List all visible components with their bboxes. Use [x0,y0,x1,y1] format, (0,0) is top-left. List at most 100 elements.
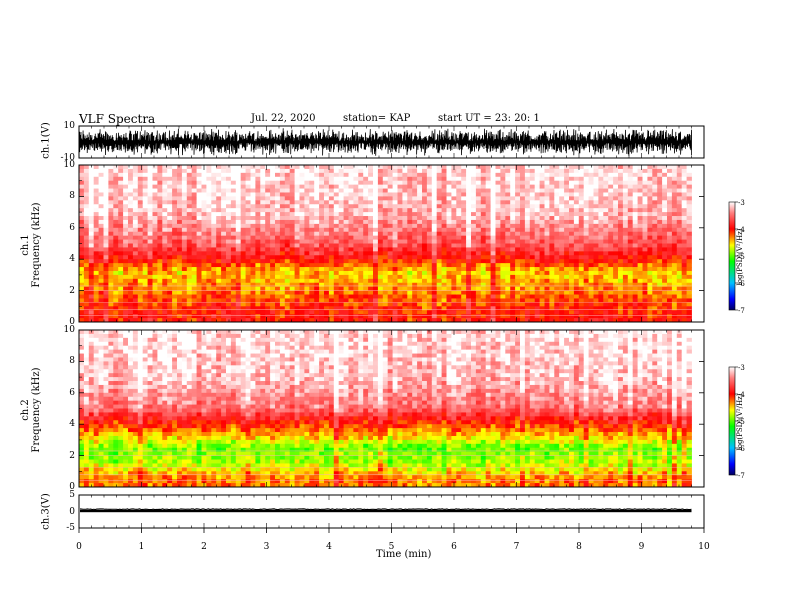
spectrogram-cell [240,270,246,276]
spectrogram-cell [598,172,604,178]
spectrogram-cell [632,239,638,244]
spectrogram-cell [461,239,467,244]
spectrogram-cell [279,302,286,307]
spectrogram-cell [573,196,580,201]
spectrogram-cell [216,219,222,225]
spectrogram-cell [88,227,95,233]
spectrogram-cell [529,294,536,299]
spectrogram-cell [417,298,423,303]
spectrogram-cell [142,196,148,201]
spectrogram-cell [98,200,104,205]
spectrogram-cell [475,212,482,217]
spectrogram-cell [132,302,139,307]
spectrogram-cell [402,251,408,256]
spectrogram-cell [475,251,482,256]
spectrogram-cell [299,255,305,260]
spectrogram-cell [83,294,90,299]
spectrogram-cell [436,267,442,272]
spectrogram-cell [402,306,408,311]
spectrogram-cell [142,176,148,182]
spectrogram-cell [613,227,619,233]
spectrogram-cell [495,310,501,315]
spectrogram-cell [177,223,183,229]
spectrogram-cell [407,227,413,233]
spectrogram-cell [613,302,619,307]
spectrogram-cell [441,168,447,174]
spectrogram-cell [103,223,109,229]
spectrogram-cell [314,180,320,186]
spectrogram-cell [245,286,251,292]
spectrogram-cell [534,259,540,264]
spectrogram-cell [142,302,148,307]
spectrogram-cell [319,168,325,174]
spectrogram-cell [667,267,673,272]
spectrogram-cell [167,223,173,229]
spectrogram-cell [221,204,227,209]
spectrogram-cell [132,216,139,221]
spectrogram-cell [279,247,286,252]
spectrogram-cell [559,278,565,284]
spectrogram-cell [157,235,163,240]
spectrogram-cell [456,270,462,276]
spectrogram-cell [83,219,90,225]
spectrogram-cell [314,255,320,260]
spectrogram-cell [348,239,354,244]
spectrogram-cell [426,290,433,295]
spectrogram-cell [436,318,442,323]
spectrogram-cell [250,247,256,252]
spectrogram-cell [441,172,447,178]
spectrogram-cell [348,302,354,307]
spectrogram-cell [446,302,452,307]
spectrogram-cell [392,310,398,315]
spectrogram-cell [338,192,344,197]
spectrogram-cell [270,274,276,280]
spectrogram-cell [382,168,389,174]
spectrogram-cell [451,168,457,174]
spectrogram-cell [167,318,173,323]
spectrogram-cell [505,243,511,248]
spectrogram-cell [157,176,163,182]
spectrogram-cell [627,251,634,256]
spectrogram-cell [177,208,183,213]
spectrogram-cell [363,212,369,217]
spectrogram-cell [211,212,217,217]
spectrogram-cell [324,176,330,182]
spectrogram-cell [475,184,482,189]
spectrogram-cell [260,314,266,319]
spectrogram-cell [147,212,153,217]
spectrogram-cell [431,290,438,295]
spectrogram-cell [113,219,119,225]
spectrogram-cell [451,196,457,201]
spectrogram-cell [206,168,212,174]
spectrogram-cell [544,188,550,193]
spectrogram-cell [412,165,418,170]
spectrogram-cell [128,223,134,229]
spectrogram-cell [485,310,491,315]
spectrogram-cell [343,208,349,213]
spectrogram-cell [186,208,193,213]
spectrogram-cell [402,255,408,260]
spectrogram-cell [417,306,423,311]
spectrogram-cell [471,270,477,276]
spectrogram-cell [471,306,477,311]
spectrogram-cell [539,310,545,315]
spectrogram-cell [652,239,658,244]
spectrogram-cell [206,274,212,280]
spectrogram-cell [289,204,295,209]
spectrogram-cell [382,180,389,186]
spectrogram-cell [324,318,330,323]
spectrogram-cell [598,168,604,174]
spectrogram-cell [299,290,305,295]
spectrogram-cell [539,188,545,193]
spectrogram-cell [211,282,217,288]
spectrogram-cell [162,255,168,260]
spectrogram-cell [657,204,663,209]
spectrogram-cell [412,196,418,201]
spectrogram-cell [128,235,134,240]
spectrogram-cell [289,212,295,217]
spectrogram-cell [368,208,374,213]
spectrogram-cell [564,282,570,288]
spectrogram-cell [392,180,398,186]
spectrogram-cell [333,274,340,280]
spectrogram-cell [177,270,183,276]
